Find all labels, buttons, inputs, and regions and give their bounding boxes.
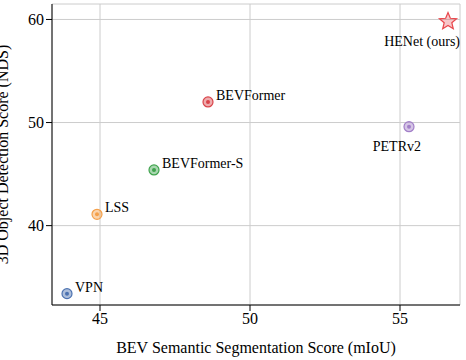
svg-text:50: 50	[242, 310, 258, 327]
svg-text:50: 50	[28, 114, 44, 131]
svg-text:60: 60	[28, 11, 44, 28]
svg-text:LSS: LSS	[105, 200, 129, 215]
svg-text:55: 55	[392, 310, 408, 327]
svg-text:HENet (ours): HENet (ours)	[384, 34, 458, 50]
svg-text:BEV Semantic Segmentation Scor: BEV Semantic Segmentation Score (mIoU)	[116, 339, 396, 357]
svg-text:BEVFormer: BEVFormer	[216, 88, 286, 103]
svg-text:40: 40	[28, 217, 44, 234]
svg-text:BEVFormer-S: BEVFormer-S	[162, 156, 243, 171]
svg-text:45: 45	[92, 310, 108, 327]
svg-text:3D Object Detection Score (NDS: 3D Object Detection Score (NDS)	[8, 45, 12, 265]
svg-text:PETRv2: PETRv2	[373, 139, 421, 154]
svg-text:VPN: VPN	[75, 280, 103, 295]
